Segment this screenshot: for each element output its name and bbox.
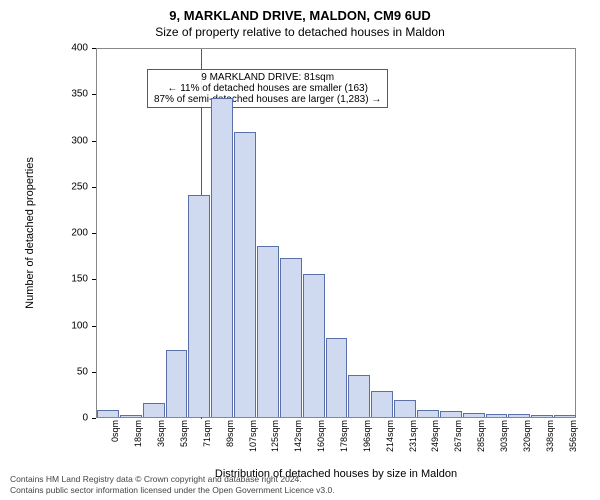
annotation-box: 9 MARKLAND DRIVE: 81sqm ← 11% of detache… [147, 69, 388, 108]
histogram-bar [303, 274, 325, 417]
y-tick-label: 100 [71, 320, 88, 331]
histogram-bar [211, 98, 233, 417]
x-tick-label: 0sqm [110, 420, 120, 442]
histogram-bar [257, 246, 279, 417]
y-tick-label: 150 [71, 274, 88, 285]
y-tick-label: 400 [71, 43, 88, 54]
histogram-bar [531, 415, 553, 417]
histogram-bar [143, 403, 165, 417]
x-tick-label: 285sqm [476, 420, 486, 452]
histogram-bar [326, 338, 348, 417]
histogram-bar [463, 413, 485, 417]
y-tick-label: 0 [82, 413, 88, 424]
footer-line-1: Contains HM Land Registry data © Crown c… [10, 474, 335, 485]
x-tick-label: 142sqm [293, 420, 303, 452]
x-tick-label: 125sqm [270, 420, 280, 452]
x-tick-label: 249sqm [430, 420, 440, 452]
x-tick-label: 267sqm [453, 420, 463, 452]
annotation-line-3: 87% of semi-detached houses are larger (… [154, 94, 381, 105]
page-subtitle: Size of property relative to detached ho… [0, 23, 600, 39]
x-tick-label: 89sqm [225, 420, 235, 447]
histogram-bar [440, 411, 462, 417]
y-axis: 050100150200250300350400 [56, 48, 92, 418]
plot-area: 9 MARKLAND DRIVE: 81sqm ← 11% of detache… [96, 48, 576, 418]
x-tick-label: 356sqm [568, 420, 578, 452]
footer: Contains HM Land Registry data © Crown c… [10, 474, 335, 496]
annotation-line-1: 9 MARKLAND DRIVE: 81sqm [154, 72, 381, 83]
x-tick-label: 36sqm [156, 420, 166, 447]
x-tick-label: 196sqm [362, 420, 372, 452]
footer-line-2: Contains public sector information licen… [10, 485, 335, 496]
x-tick-label: 214sqm [385, 420, 395, 452]
x-tick-label: 53sqm [179, 420, 189, 447]
histogram-bar [508, 414, 530, 417]
x-tick-label: 178sqm [339, 420, 349, 452]
y-tick-label: 300 [71, 135, 88, 146]
y-tick-label: 50 [77, 366, 88, 377]
x-tick-label: 338sqm [545, 420, 555, 452]
y-tick-label: 200 [71, 228, 88, 239]
x-tick-label: 160sqm [316, 420, 326, 452]
x-tick-label: 231sqm [408, 420, 418, 452]
histogram-bar [371, 391, 393, 417]
histogram-bar [188, 195, 210, 417]
histogram-bar [120, 415, 142, 417]
histogram-bar [280, 258, 302, 417]
chart-container: Number of detached properties 0501001502… [56, 48, 576, 418]
x-tick-label: 71sqm [202, 420, 212, 447]
x-tick-label: 320sqm [522, 420, 532, 452]
histogram-bar [234, 132, 256, 417]
page-title: 9, MARKLAND DRIVE, MALDON, CM9 6UD [0, 0, 600, 23]
x-tick-label: 18sqm [133, 420, 143, 447]
histogram-bar [166, 350, 188, 417]
histogram-bar [348, 375, 370, 417]
y-axis-label: Number of detached properties [24, 157, 36, 309]
x-tick-label: 107sqm [248, 420, 258, 452]
y-tick-label: 350 [71, 89, 88, 100]
histogram-bar [486, 414, 508, 417]
histogram-bar [554, 415, 576, 417]
y-tick-label: 250 [71, 181, 88, 192]
histogram-bar [394, 400, 416, 417]
histogram-bar [97, 410, 119, 417]
annotation-line-2: ← 11% of detached houses are smaller (16… [154, 83, 381, 94]
histogram-bar [417, 410, 439, 417]
x-tick-label: 303sqm [499, 420, 509, 452]
